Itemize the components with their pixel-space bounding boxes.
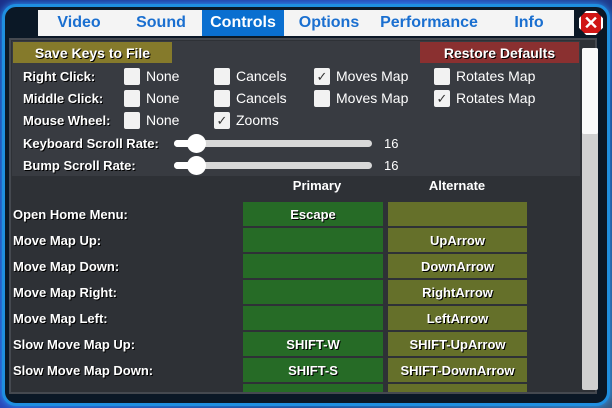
restore-defaults-button[interactable]: Restore Defaults [420,42,579,63]
checkbox-none[interactable] [124,68,140,85]
primary-header: Primary [292,178,342,193]
alternate-key-button[interactable]: DownArrow [388,254,527,278]
primary-key-button[interactable]: Escape [243,202,383,226]
tab-options[interactable]: Options [298,14,360,31]
slider-label: Bump Scroll Rate: [23,158,136,173]
action-label: Move Map Left: [13,311,108,326]
primary-key-button[interactable] [243,384,383,392]
scroll-rate-slider[interactable] [174,134,372,153]
alternate-key-button[interactable]: RightArrow [388,280,527,304]
tab-bar: Video Sound Controls Options Performance Info [38,10,574,36]
checkbox-label: None [146,112,180,128]
primary-key-button[interactable] [243,254,383,278]
primary-key-button[interactable]: SHIFT-W [243,332,383,356]
alternate-header: Alternate [428,178,486,193]
alternate-key-button[interactable]: SHIFT-DownArrow [388,358,527,382]
slider-thumb[interactable] [186,134,206,153]
alternate-key-button[interactable] [388,202,527,226]
checkbox-none[interactable] [124,90,140,107]
tab-video[interactable]: Video [57,14,101,31]
mouse-row-label: Middle Click: [23,91,104,106]
tab-info[interactable]: Info [514,14,544,31]
checkbox-moves-map[interactable]: ✓ [314,68,330,85]
alternate-key-button[interactable]: SHIFT-UpArrow [388,332,527,356]
action-label: Slow Move Map Up: [13,337,136,352]
checkbox-label: Rotates Map [456,90,536,106]
primary-key-button[interactable]: SHIFT-S [243,358,383,382]
action-label: Move Map Right: [13,285,117,300]
checkbox-cancels[interactable] [214,90,230,107]
checkbox-label: None [146,68,180,84]
primary-key-button[interactable] [243,306,383,330]
checkbox-label: Moves Map [336,68,409,84]
slider-value: 16 [384,158,399,173]
checkbox-none[interactable] [124,112,140,129]
tab-performance[interactable]: Performance [380,14,478,31]
close-icon: ✕ [583,12,599,33]
alternate-key-button[interactable]: LeftArrow [388,306,527,330]
scroll-rate-slider[interactable] [174,156,372,175]
checkbox-label: Zooms [236,112,279,128]
scrollbar-thumb[interactable] [582,48,598,134]
alternate-key-button[interactable] [388,384,527,392]
slider-thumb[interactable] [186,156,206,175]
action-label: Slow Move Map Down: [13,363,154,378]
checkbox-label: Moves Map [336,90,409,106]
slider-value: 16 [384,136,399,151]
slider-fill [174,162,196,169]
action-label: Move Map Up: [13,233,102,248]
scrollbar[interactable] [582,48,598,390]
tab-controls[interactable]: Controls [202,10,284,36]
primary-key-button[interactable] [243,228,383,252]
mouse-row-label: Right Click: [23,69,96,84]
action-label: Move Map Down: [13,259,120,274]
slider-fill [174,140,196,147]
alternate-key-button[interactable]: UpArrow [388,228,527,252]
checkbox-label: Cancels [236,90,287,106]
tab-sound[interactable]: Sound [136,14,186,31]
save-keys-button[interactable]: Save Keys to File [13,42,172,63]
action-label: Open Home Menu: [13,207,128,222]
checkbox-rotates-map[interactable]: ✓ [434,90,450,107]
checkbox-label: Cancels [236,68,287,84]
close-button[interactable]: ✕ [579,11,603,35]
slider-label: Keyboard Scroll Rate: [23,136,159,151]
checkbox-moves-map[interactable] [314,90,330,107]
checkbox-zooms[interactable]: ✓ [214,112,230,129]
checkbox-cancels[interactable] [214,68,230,85]
checkbox-label: Rotates Map [456,68,536,84]
checkbox-rotates-map[interactable] [434,68,450,85]
checkbox-label: None [146,90,180,106]
mouse-row-label: Mouse Wheel: [23,113,111,128]
mouse-settings-section [12,41,580,176]
primary-key-button[interactable] [243,280,383,304]
